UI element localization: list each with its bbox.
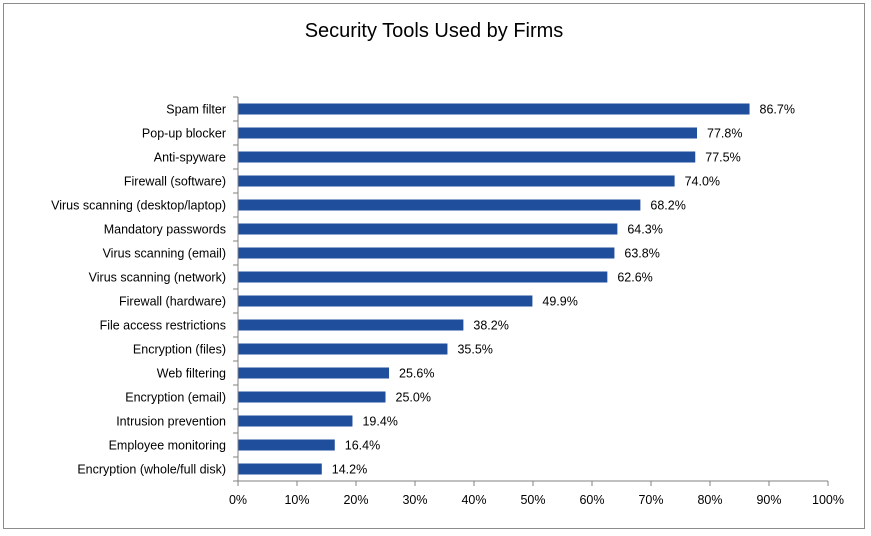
- bar-7: [238, 247, 615, 259]
- category-label-14: Intrusion prevention: [116, 415, 226, 429]
- bar-9: [238, 295, 533, 307]
- value-label-16: 14.2%: [332, 463, 367, 477]
- category-label-1: Spam filter: [166, 103, 226, 117]
- x-tick-label-4: 30%: [402, 493, 427, 507]
- value-label-12: 25.6%: [399, 367, 434, 381]
- value-label-1: 86.7%: [760, 103, 795, 117]
- bar-10: [238, 319, 464, 331]
- value-label-5: 68.2%: [650, 199, 685, 213]
- x-tick-label-1: 0%: [229, 493, 247, 507]
- bar-14: [238, 415, 353, 427]
- x-tick-label-3: 20%: [343, 493, 368, 507]
- value-label-9: 49.9%: [542, 295, 577, 309]
- bar-13: [238, 391, 386, 403]
- category-label-8: Virus scanning (network): [89, 271, 226, 285]
- x-tick-label-5: 40%: [461, 493, 486, 507]
- category-label-12: Web filtering: [157, 367, 226, 381]
- bar-1: [238, 103, 750, 115]
- value-label-7: 63.8%: [624, 247, 659, 261]
- bar-12: [238, 367, 390, 379]
- x-tick-label-7: 60%: [579, 493, 604, 507]
- axis-layer: 0% 10% 20% 30% 40% 50% 60% 70% 80% 90% 100%: [229, 96, 844, 507]
- x-tick-label-6: 50%: [520, 493, 545, 507]
- chart-title: Security Tools Used by Firms: [305, 20, 564, 42]
- category-label-6: Mandatory passwords: [104, 223, 226, 237]
- category-label-11: Encryption (files): [133, 343, 226, 357]
- category-label-3: Anti-spyware: [154, 151, 226, 165]
- bars-layer: Spam filter 86.7% Pop-up blocker 77.8% Anti-…: [51, 103, 795, 477]
- bar-8: [238, 271, 608, 283]
- bar-6: [238, 223, 618, 235]
- value-label-11: 35.5%: [457, 343, 492, 357]
- category-label-5: Virus scanning (desktop/laptop): [51, 199, 226, 213]
- category-label-15: Employee monitoring: [109, 439, 226, 453]
- category-label-16: Encryption (whole/full disk): [77, 463, 226, 477]
- bar-11: [238, 343, 448, 355]
- category-label-9: Firewall (hardware): [119, 295, 226, 309]
- category-label-4: Firewall (software): [124, 175, 226, 189]
- category-label-2: Pop-up blocker: [142, 127, 226, 141]
- bar-3: [238, 151, 696, 163]
- category-label-10: File access restrictions: [100, 319, 226, 333]
- value-label-8: 62.6%: [617, 271, 652, 285]
- x-tick-label-2: 10%: [284, 493, 309, 507]
- bar-4: [238, 175, 675, 187]
- chart-frame: [3, 3, 865, 529]
- value-label-10: 38.2%: [473, 319, 508, 333]
- category-label-13: Encryption (email): [125, 391, 226, 405]
- bar-5: [238, 199, 641, 211]
- value-label-14: 19.4%: [362, 415, 397, 429]
- x-tick-label-11: 100%: [812, 493, 844, 507]
- category-label-7: Virus scanning (email): [103, 247, 226, 261]
- value-label-3: 77.5%: [705, 151, 740, 165]
- value-label-4: 74.0%: [685, 175, 720, 189]
- x-tick-label-9: 80%: [697, 493, 722, 507]
- bar-2: [238, 127, 698, 139]
- bar-16: [238, 463, 322, 475]
- value-label-15: 16.4%: [345, 439, 380, 453]
- value-label-6: 64.3%: [627, 223, 662, 237]
- x-tick-label-10: 90%: [756, 493, 781, 507]
- bar-15: [238, 439, 335, 451]
- value-label-13: 25.0%: [396, 391, 431, 405]
- x-tick-label-8: 70%: [638, 493, 663, 507]
- value-label-2: 77.8%: [707, 127, 742, 141]
